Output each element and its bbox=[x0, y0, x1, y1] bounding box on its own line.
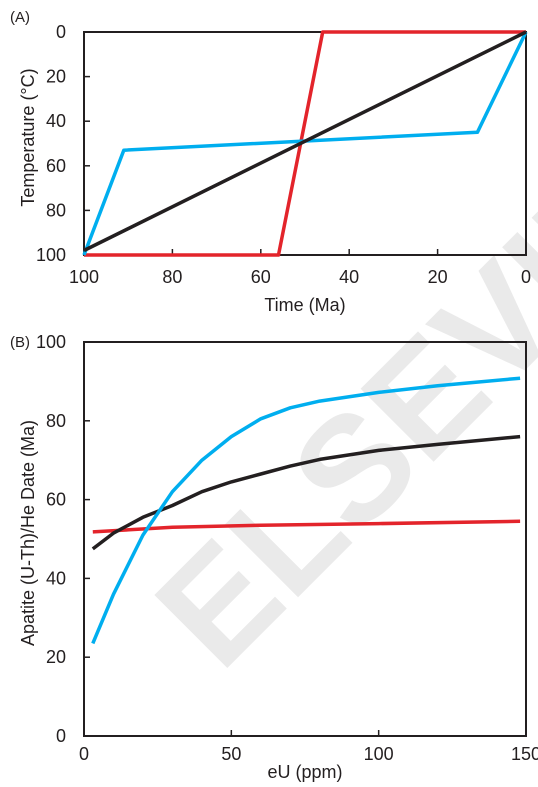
y-tick-label: 80 bbox=[46, 200, 66, 220]
y-tick-label: 100 bbox=[36, 245, 66, 265]
y-axis-title: Temperature (°C) bbox=[18, 68, 38, 206]
x-axis-title: eU (ppm) bbox=[267, 762, 342, 782]
y-tick-label: 100 bbox=[36, 332, 66, 352]
series-line-2 bbox=[82, 31, 528, 256]
series-line-3 bbox=[83, 30, 527, 253]
x-tick-label: 80 bbox=[162, 267, 182, 287]
series-line-3 bbox=[91, 376, 521, 645]
x-axis-title: Time (Ma) bbox=[264, 295, 345, 315]
series-line-2 bbox=[91, 434, 521, 551]
watermark: ELSEVIER SCIENCE bbox=[124, 0, 538, 698]
y-tick-label: 0 bbox=[56, 22, 66, 42]
panel-label: (B) bbox=[10, 334, 30, 351]
y-tick-label: 40 bbox=[46, 111, 66, 131]
y-tick-label: 60 bbox=[46, 156, 66, 176]
y-tick-label: 0 bbox=[56, 726, 66, 746]
panel-a: (A) 100 80 60 40 20 0 0 20 40 60 80 100 Time (Ma) Temp… bbox=[10, 9, 531, 315]
y-tick-label: 60 bbox=[46, 490, 66, 510]
x-tick-label: 150 bbox=[511, 744, 538, 764]
x-tick-label: 50 bbox=[221, 744, 241, 764]
x-tick-label: 0 bbox=[79, 744, 89, 764]
x-tick-label: 60 bbox=[251, 267, 271, 287]
y-tick-label: 20 bbox=[46, 647, 66, 667]
x-tick-label: 40 bbox=[339, 267, 359, 287]
x-tick-label: 20 bbox=[428, 267, 448, 287]
y-tick-label: 40 bbox=[46, 568, 66, 588]
panel-label: (A) bbox=[10, 9, 30, 26]
y-axis-title: Apatite (U-Th)/He Date (Ma) bbox=[18, 420, 38, 646]
x-tick-label: 100 bbox=[364, 744, 394, 764]
y-tick-label: 20 bbox=[46, 67, 66, 87]
panel-b: (B) 0 50 100 150 0 20 40 60 80 100 eU (ppm) Apatite … bbox=[10, 332, 538, 782]
x-tick-label: 100 bbox=[69, 267, 99, 287]
y-tick-label: 80 bbox=[46, 411, 66, 431]
plot-frame bbox=[83, 31, 527, 256]
x-tick-label: 0 bbox=[521, 267, 531, 287]
plot-frame bbox=[83, 341, 527, 737]
